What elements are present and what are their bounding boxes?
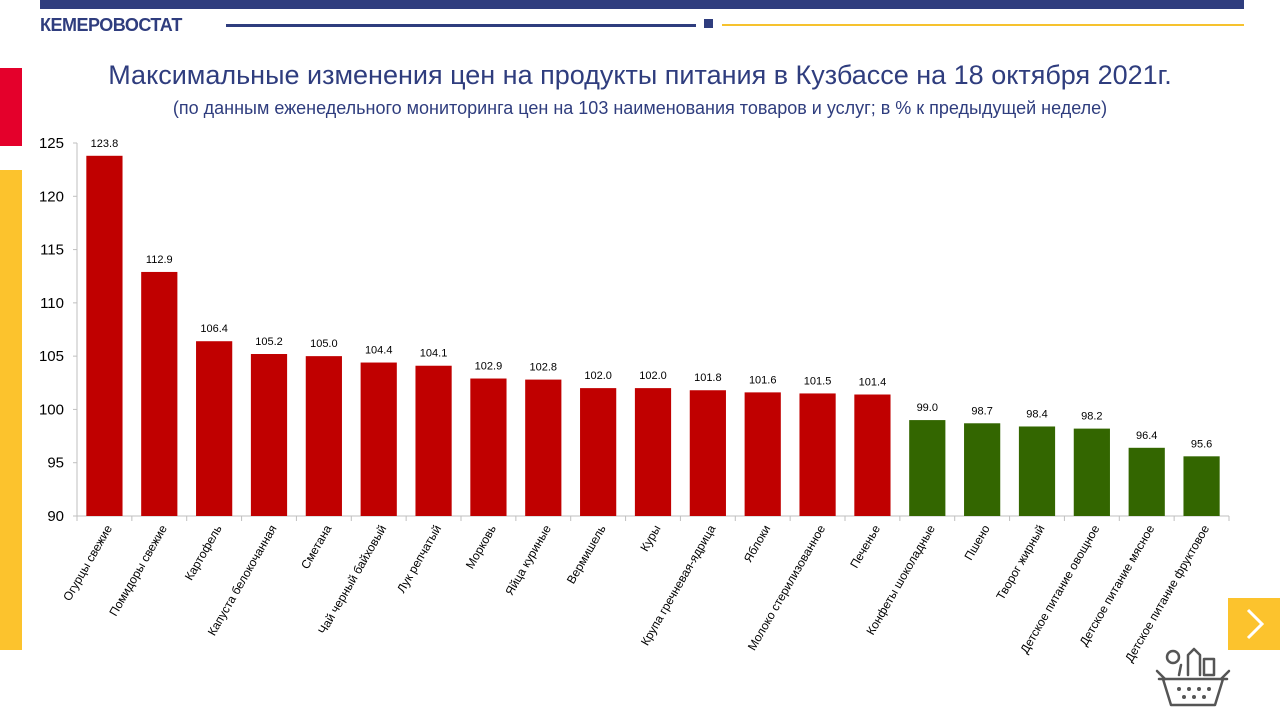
y-tick-label: 105	[39, 348, 64, 365]
bar	[86, 155, 123, 516]
data-label: 95.6	[1191, 438, 1212, 450]
bar	[1018, 426, 1056, 516]
category-label: Картофель	[182, 523, 225, 583]
category-label: Лук репчатый	[394, 523, 444, 596]
category-label: Куры	[637, 523, 663, 554]
bar	[744, 392, 781, 516]
category-label: Пшено	[961, 522, 992, 562]
bar	[1073, 428, 1110, 516]
category-label: Сметана	[298, 522, 335, 571]
bar	[799, 393, 836, 516]
y-tick-label: 115	[40, 242, 64, 259]
data-label: 98.7	[971, 405, 992, 417]
bar	[689, 390, 726, 516]
side-accent-red	[0, 68, 22, 146]
data-label: 102.0	[639, 370, 667, 382]
basket-icon	[1155, 647, 1231, 707]
bar	[1128, 447, 1165, 516]
page-title: Максимальные изменения цен на продукты п…	[108, 60, 1172, 90]
data-label: 104.1	[420, 348, 448, 360]
page-subtitle: (по данным еженедельного мониторинга цен…	[172, 98, 1108, 118]
header-rule-yellow	[722, 24, 1244, 26]
bar	[250, 354, 288, 516]
chevron-right-icon	[1246, 608, 1265, 640]
next-slide-button[interactable]	[1228, 598, 1280, 650]
data-label: 102.9	[475, 361, 503, 373]
category-label: Помидоры свежие	[106, 522, 170, 618]
bar	[525, 379, 562, 516]
bar	[909, 420, 946, 516]
data-label: 101.5	[804, 375, 832, 387]
brand-logo: КЕМЕРОВОСТАТ	[40, 15, 182, 35]
bar	[580, 388, 617, 516]
y-tick-label: 95	[47, 455, 64, 472]
header-rule-blue	[226, 24, 696, 27]
data-label: 106.4	[200, 323, 228, 335]
bar	[964, 423, 1001, 516]
data-label: 102.8	[530, 362, 558, 374]
data-label: 105.0	[310, 338, 338, 350]
side-accent-yellow	[0, 170, 22, 650]
bar	[360, 362, 397, 516]
bar	[415, 365, 452, 516]
bar	[196, 341, 233, 516]
category-label: Огурцы свежие	[60, 522, 115, 603]
y-tick-label: 120	[39, 188, 64, 205]
data-label: 105.2	[255, 336, 283, 348]
bar	[1183, 456, 1220, 516]
data-label: 102.0	[584, 370, 612, 382]
data-label: 99.0	[917, 402, 938, 414]
category-label: Яйца куриные	[502, 522, 554, 598]
header-rule-square	[704, 19, 713, 28]
y-tick-label: 100	[39, 401, 64, 418]
data-label: 101.6	[749, 374, 777, 386]
data-label: 123.8	[91, 138, 119, 150]
data-label: 101.4	[859, 377, 887, 389]
y-tick-label: 110	[40, 295, 64, 312]
data-label: 98.2	[1081, 411, 1102, 423]
data-label: 104.4	[365, 345, 393, 357]
data-label: 101.8	[694, 372, 722, 384]
y-tick-label: 90	[47, 508, 64, 525]
category-label: Творог жирный	[993, 523, 1047, 603]
category-label: Яблоки	[741, 523, 774, 565]
bar	[854, 394, 891, 516]
category-label: Печенье	[847, 522, 883, 570]
category-label: Вермишель	[564, 523, 609, 587]
y-tick-label: 125	[39, 135, 64, 152]
header-top-bar	[40, 0, 1244, 9]
bar	[305, 356, 342, 516]
data-label: 98.4	[1026, 408, 1047, 420]
data-label: 112.9	[146, 254, 173, 266]
bar	[634, 388, 672, 516]
category-label: Морковь	[463, 523, 499, 572]
bar	[141, 271, 178, 516]
data-label: 96.4	[1136, 430, 1157, 442]
bar	[470, 378, 507, 516]
